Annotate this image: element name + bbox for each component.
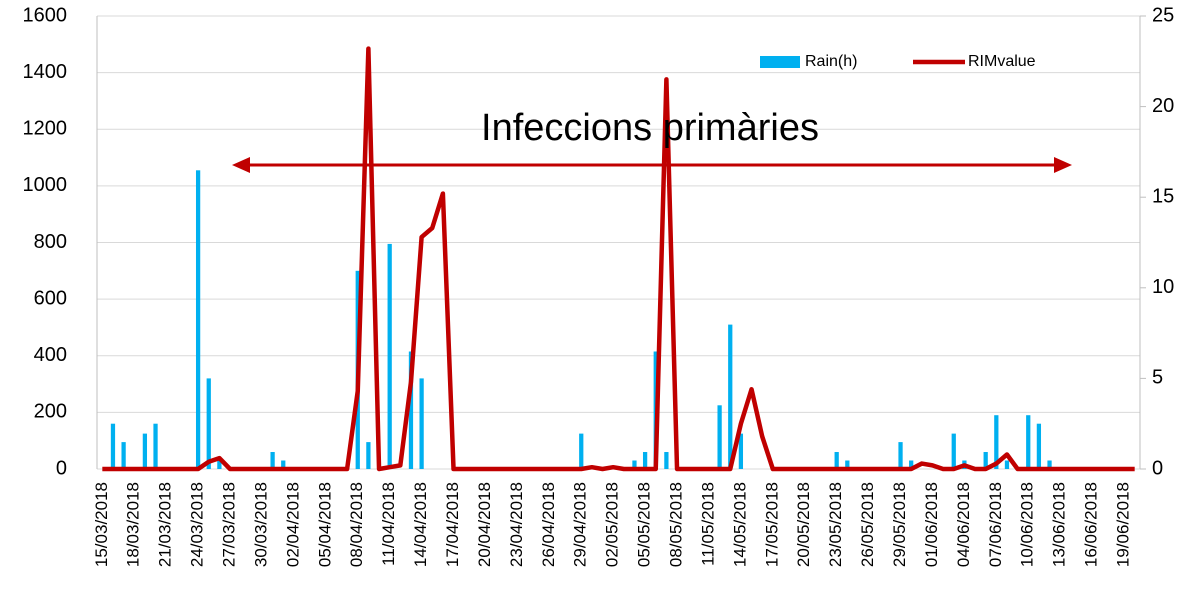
x-tick-label: 08/05/2018 <box>667 482 686 567</box>
bar <box>834 452 839 469</box>
y-tick-label: 200 <box>34 401 67 423</box>
y-tick-label: 1000 <box>23 174 68 196</box>
y-tick-label: 1400 <box>23 61 68 83</box>
bar <box>994 415 999 469</box>
x-tick-label: 24/03/2018 <box>188 482 207 567</box>
bar <box>909 460 914 469</box>
y-tick-label: 800 <box>34 231 67 253</box>
x-tick-label: 20/04/2018 <box>475 482 494 567</box>
y-tick-label: 400 <box>34 344 67 366</box>
legend-swatch <box>760 56 800 68</box>
bar <box>579 433 584 469</box>
bar <box>419 378 424 469</box>
bar <box>983 452 988 469</box>
bar <box>845 460 850 469</box>
bar <box>142 433 148 469</box>
bar <box>1026 415 1031 469</box>
x-tick-label: 21/03/2018 <box>156 482 175 567</box>
arrow <box>232 157 1072 173</box>
x-tick-label: 26/05/2018 <box>858 482 877 567</box>
x-tick-label: 14/04/2018 <box>411 482 430 567</box>
arrow-head <box>1054 157 1072 173</box>
y2-tick-label: 25 <box>1152 4 1174 26</box>
y-tick-label: 1200 <box>23 118 68 140</box>
bar <box>728 324 733 469</box>
bar <box>281 460 286 469</box>
bar <box>642 452 648 469</box>
annotation: Infeccions primàries <box>481 107 819 149</box>
x-tick-label: 17/04/2018 <box>443 482 462 567</box>
x-tick-label: 07/06/2018 <box>986 482 1005 567</box>
bar <box>717 405 722 469</box>
y-tick-label: 1600 <box>23 4 68 26</box>
y2-tick-label: 5 <box>1152 367 1163 389</box>
x-tick-label: 14/05/2018 <box>730 482 749 567</box>
x-tick-label: 19/06/2018 <box>1114 482 1133 567</box>
x-tick-label: 18/03/2018 <box>124 482 143 567</box>
x-tick-label: 23/05/2018 <box>826 482 845 567</box>
y2-tick-label: 20 <box>1152 95 1174 117</box>
plot: 0 200 400 600 800 1000 1200 1400 1600 0 5 10 15 20 25 1… <box>23 4 1175 567</box>
x-tick-label: 16/06/2018 <box>1082 482 1101 567</box>
y-tick-label: 0 <box>56 457 67 479</box>
x-tick-label: 02/05/2018 <box>603 482 622 567</box>
bar <box>270 452 275 469</box>
x-tick-label: 11/04/2018 <box>379 482 398 566</box>
x-tick-label: 30/03/2018 <box>251 482 270 567</box>
x-tick-label: 10/06/2018 <box>1018 482 1037 567</box>
x-tick-label: 05/04/2018 <box>315 482 334 567</box>
bar <box>206 378 211 469</box>
y2-tick-label: 0 <box>1152 457 1163 479</box>
legend: Rain(h) RIMvalue <box>760 53 1036 70</box>
y-tick-label: 600 <box>34 287 67 309</box>
bar <box>1047 460 1052 469</box>
bar <box>664 452 669 469</box>
x-tick-label: 11/05/2018 <box>698 482 717 566</box>
bar <box>366 442 371 469</box>
legend-label: Rain(h) <box>805 53 857 70</box>
x-tick-label: 13/06/2018 <box>1050 482 1069 567</box>
bar <box>153 423 158 469</box>
bar <box>1004 460 1010 469</box>
bar <box>632 460 637 469</box>
line <box>102 46 1135 472</box>
x-tick-label: 29/05/2018 <box>890 482 909 567</box>
bar <box>195 170 201 469</box>
x-tick-label: 01/06/2018 <box>922 482 941 567</box>
y2-tick-label: 10 <box>1152 276 1174 298</box>
bar <box>121 442 126 469</box>
x-tick-label: 17/05/2018 <box>762 482 781 567</box>
x-tick-label: 05/05/2018 <box>635 482 654 567</box>
x-tick-label: 20/05/2018 <box>794 482 813 567</box>
bar <box>1036 423 1042 469</box>
x-tick-label: 29/04/2018 <box>571 482 590 567</box>
legend-label: RIMvalue <box>968 53 1036 70</box>
x-tick-label: 23/04/2018 <box>507 482 526 567</box>
bar <box>217 460 222 469</box>
y2-tick-label: 15 <box>1152 185 1174 207</box>
bar <box>408 351 414 469</box>
bar <box>898 442 903 469</box>
bar <box>738 433 744 469</box>
x-tick-label: 04/06/2018 <box>954 482 973 567</box>
bar <box>951 433 956 469</box>
bar <box>110 423 116 469</box>
x-tick-label: 27/03/2018 <box>220 482 239 567</box>
bar <box>387 243 392 469</box>
x-tick-label: 02/04/2018 <box>283 482 302 567</box>
arrow-head <box>232 157 250 173</box>
x-tick-label: 08/04/2018 <box>347 482 366 567</box>
x-tick-label: 26/04/2018 <box>539 482 558 567</box>
x-tick-label: 15/03/2018 <box>92 482 111 567</box>
